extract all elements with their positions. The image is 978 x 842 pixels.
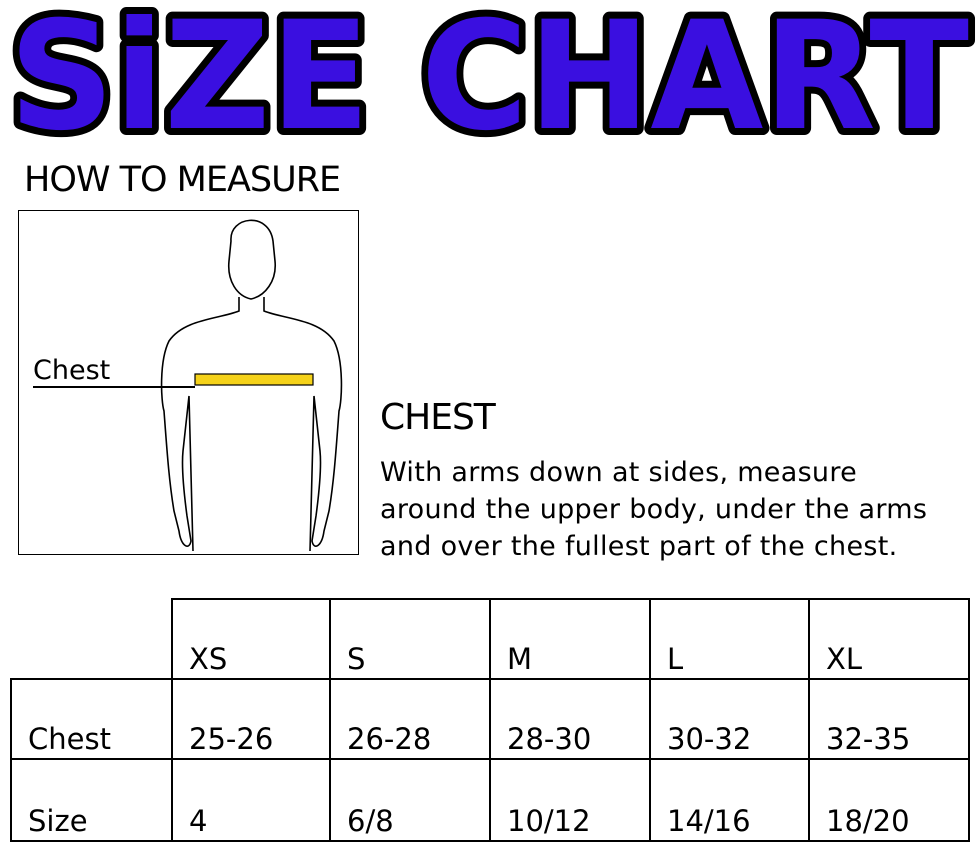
title-text: SiZE CHART <box>9 0 969 150</box>
how-to-measure-heading: HOW TO MEASURE <box>24 160 341 200</box>
table-cell: 25-26 <box>171 678 331 760</box>
chest-description: With arms down at sides, measure around … <box>380 454 978 565</box>
size-header-s: S <box>329 598 491 680</box>
description-line: around the upper body, under the arms <box>380 494 928 525</box>
description-line: With arms down at sides, measure <box>380 457 858 488</box>
measuring-tape <box>194 373 314 386</box>
size-header-l: L <box>649 598 810 680</box>
row-label-chest: Chest <box>10 678 173 760</box>
size-chart-title: SiZE CHART <box>2 0 976 150</box>
row-label-size: Size <box>10 758 173 842</box>
table-cell: 14/16 <box>649 758 810 842</box>
table-cell: 32-35 <box>808 678 970 760</box>
chest-figure-label: Chest <box>33 355 111 386</box>
table-cell: 26-28 <box>329 678 491 760</box>
size-header-m: M <box>489 598 651 680</box>
table-cell: 6/8 <box>329 758 491 842</box>
table-cell: 18/20 <box>808 758 970 842</box>
body-outline-illustration <box>33 219 343 552</box>
size-header-xs: XS <box>171 598 331 680</box>
chest-heading: CHEST <box>380 397 496 438</box>
measure-figure: Chest <box>18 210 359 555</box>
table-cell: 10/12 <box>489 758 651 842</box>
description-line: and over the fullest part of the chest. <box>380 531 898 562</box>
table-cell: 4 <box>171 758 331 842</box>
size-header-xl: XL <box>808 598 970 680</box>
table-cell: 30-32 <box>649 678 810 760</box>
table-cell: 28-30 <box>489 678 651 760</box>
